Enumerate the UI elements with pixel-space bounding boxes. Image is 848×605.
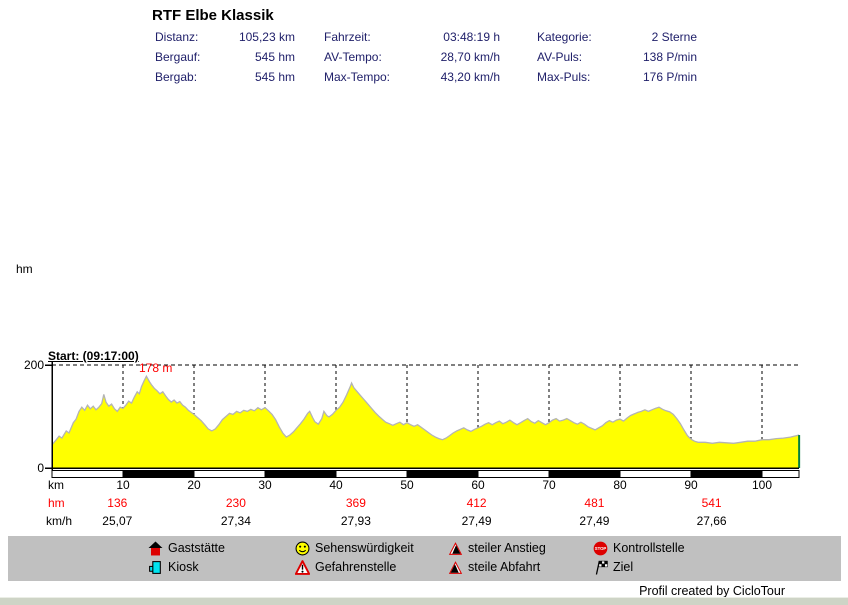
legend-label: Kiosk <box>168 560 199 574</box>
legend-label: steiler Anstieg <box>468 541 546 555</box>
start-time-annotation: Start: (09:17:00) <box>48 349 139 363</box>
stat-label: Bergauf: <box>155 50 201 64</box>
legend-item-gaststaette: Gaststätte <box>148 541 225 556</box>
kmh-value: 27,66 <box>696 514 727 528</box>
stat-value: 176 P/min <box>642 70 697 84</box>
window-bottom-edge <box>0 597 848 605</box>
stat-value: 105,23 km <box>238 30 295 44</box>
legend-item-kontrollstelle: STOP Kontrollstelle <box>593 541 685 556</box>
stat-value: 28,70 km/h <box>440 50 500 64</box>
svg-text:STOP: STOP <box>595 546 607 551</box>
stat-label: AV-Tempo: <box>324 50 382 64</box>
x-tick-label: 100 <box>751 478 773 492</box>
hm-value: 541 <box>701 496 722 510</box>
stat-label: Bergab: <box>155 70 198 84</box>
smiley-icon <box>295 541 310 556</box>
kmh-row-label: km/h <box>46 514 73 528</box>
stat-label: AV-Puls: <box>537 50 583 64</box>
stat-value: 2 Sterne <box>651 30 697 44</box>
legend-label: steile Abfahrt <box>468 560 541 574</box>
stat-value: 03:48:19 h <box>443 30 500 44</box>
x-tick-label: 40 <box>329 478 343 492</box>
page-title: RTF Elbe Klassik <box>152 7 274 24</box>
kmh-value: 25,07 <box>102 514 133 528</box>
legend-item-kiosk: Kiosk <box>148 560 199 575</box>
y-tick-200: 200 <box>23 358 44 372</box>
legend-item-steile-abfahrt: steile Abfahrt <box>448 560 540 575</box>
hm-value: 369 <box>345 496 366 510</box>
hm-row-label: hm <box>48 496 65 510</box>
kmh-value: 27,34 <box>220 514 251 528</box>
x-tick-label: 70 <box>542 478 556 492</box>
x-tick-label: 80 <box>613 478 627 492</box>
x-tick-label: 20 <box>187 478 201 492</box>
legend-item-sehenswuerdigkeit: Sehenswürdigkeit <box>295 541 414 556</box>
legend-item-gefahrenstelle: Gefahrenstelle <box>294 560 397 575</box>
stat-value: 43,20 km/h <box>440 70 500 84</box>
legend-label: Kontrollstelle <box>613 541 685 555</box>
house-icon <box>148 541 163 556</box>
hm-value: 136 <box>107 496 128 510</box>
steep-climb-icon <box>448 541 463 556</box>
legend-label: Sehenswürdigkeit <box>315 541 414 555</box>
kmh-value: 27,49 <box>579 514 610 528</box>
hm-value: 481 <box>584 496 605 510</box>
stat-label: Fahrzeit: <box>324 30 371 44</box>
x-tick-label: 90 <box>684 478 698 492</box>
legend-label: Gefahrenstelle <box>315 560 397 574</box>
hm-value: 412 <box>466 496 487 510</box>
kmh-value: 27,49 <box>461 514 492 528</box>
credit-text: Profil created by CicloTour <box>639 584 785 598</box>
warning-triangle-icon <box>294 560 311 575</box>
stop-sign-icon: STOP <box>593 541 608 556</box>
x-tick-label: 60 <box>471 478 485 492</box>
y-axis-unit-label: hm <box>16 262 33 276</box>
x-tick-label: 30 <box>258 478 272 492</box>
legend-item-steiler-anstieg: steiler Anstieg <box>448 541 546 556</box>
stat-label: Max-Tempo: <box>324 70 391 84</box>
legend-bar: Gaststätte Kiosk Sehenswürdigkeit Gefahr… <box>8 536 841 581</box>
x-tick-label: 50 <box>400 478 414 492</box>
legend-label: Ziel <box>613 560 634 574</box>
peak-elevation-annotation: 178 m <box>139 361 173 375</box>
km-row-label: km <box>48 478 64 492</box>
legend-label: Gaststätte <box>168 541 225 555</box>
steep-descent-icon <box>448 560 463 575</box>
checkered-flag-icon <box>593 560 608 575</box>
stat-label: Max-Puls: <box>537 70 591 84</box>
legend-item-ziel: Ziel <box>593 560 633 575</box>
kiosk-cup-icon <box>148 560 163 575</box>
stat-value: 545 hm <box>254 50 295 64</box>
hm-value: 230 <box>225 496 246 510</box>
stat-value: 545 hm <box>254 70 295 84</box>
x-tick-label: 10 <box>116 478 130 492</box>
stat-label: Kategorie: <box>537 30 592 44</box>
stat-label: Distanz: <box>155 30 199 44</box>
kmh-value: 27,93 <box>340 514 371 528</box>
y-tick-0: 0 <box>37 461 44 475</box>
stat-value: 138 P/min <box>642 50 697 64</box>
